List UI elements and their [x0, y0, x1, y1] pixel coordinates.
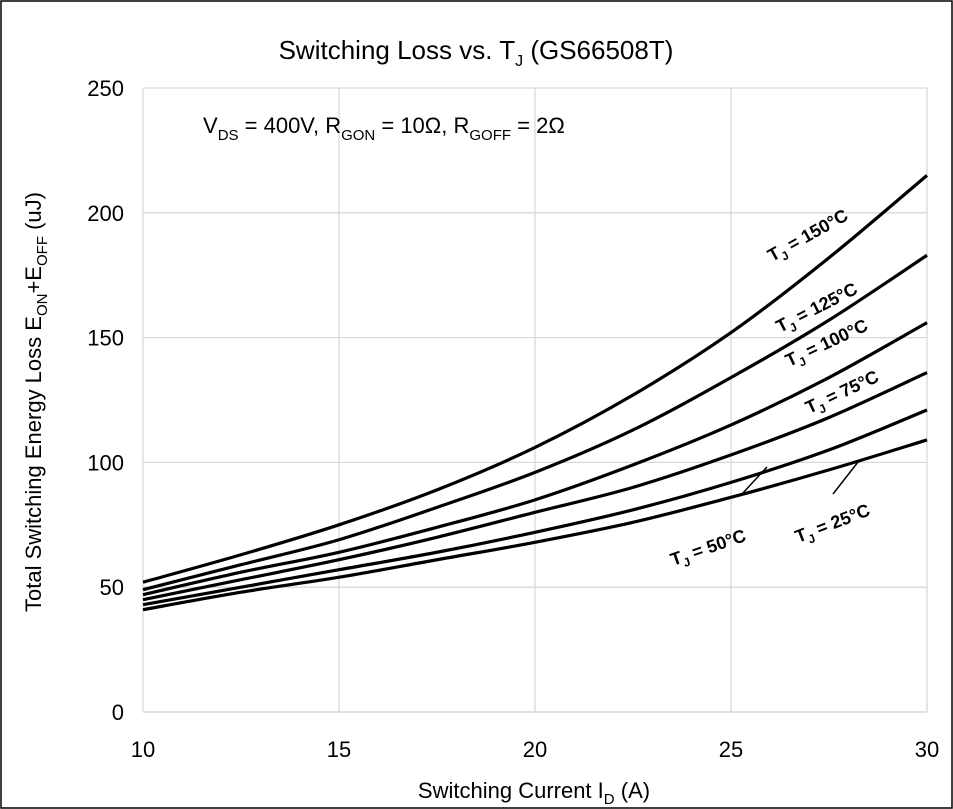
series-line-3 [142, 371, 928, 602]
series-line-1 [142, 253, 928, 592]
x-tick-label: 10 [131, 737, 155, 762]
x-tick-label: 25 [719, 737, 743, 762]
tick-labels: 0 50 100 150 200 250 10 15 20 25 30 [87, 76, 939, 762]
x-tick-label: 30 [915, 737, 939, 762]
y-tick-label: 100 [87, 450, 124, 475]
series-line-5 [142, 438, 928, 612]
y-tick-label: 150 [87, 326, 124, 351]
x-axis-label: Switching Current ID (A) [418, 778, 650, 808]
y-tick-label: 200 [87, 201, 124, 226]
x-tick-label: 20 [523, 737, 547, 762]
y-axis-label: Total Switching Energy Loss EON+EOFF (uJ… [21, 192, 51, 612]
conditions-annotation: VDS = 400V, RGON = 10Ω, RGOFF = 2Ω [203, 113, 565, 144]
y-tick-label: 250 [87, 76, 124, 101]
y-tick-label: 0 [112, 700, 124, 725]
series-line-2 [142, 321, 928, 597]
y-tick-label: 50 [100, 575, 124, 600]
chart-title: Switching Loss vs. TJ (GS66508T) [279, 35, 674, 70]
x-tick-label: 15 [327, 737, 351, 762]
leader-line-50c [741, 466, 768, 495]
curves [142, 174, 929, 612]
series-line-4 [142, 408, 928, 607]
leader-line-25c [832, 461, 859, 495]
series-line-0 [142, 174, 929, 584]
